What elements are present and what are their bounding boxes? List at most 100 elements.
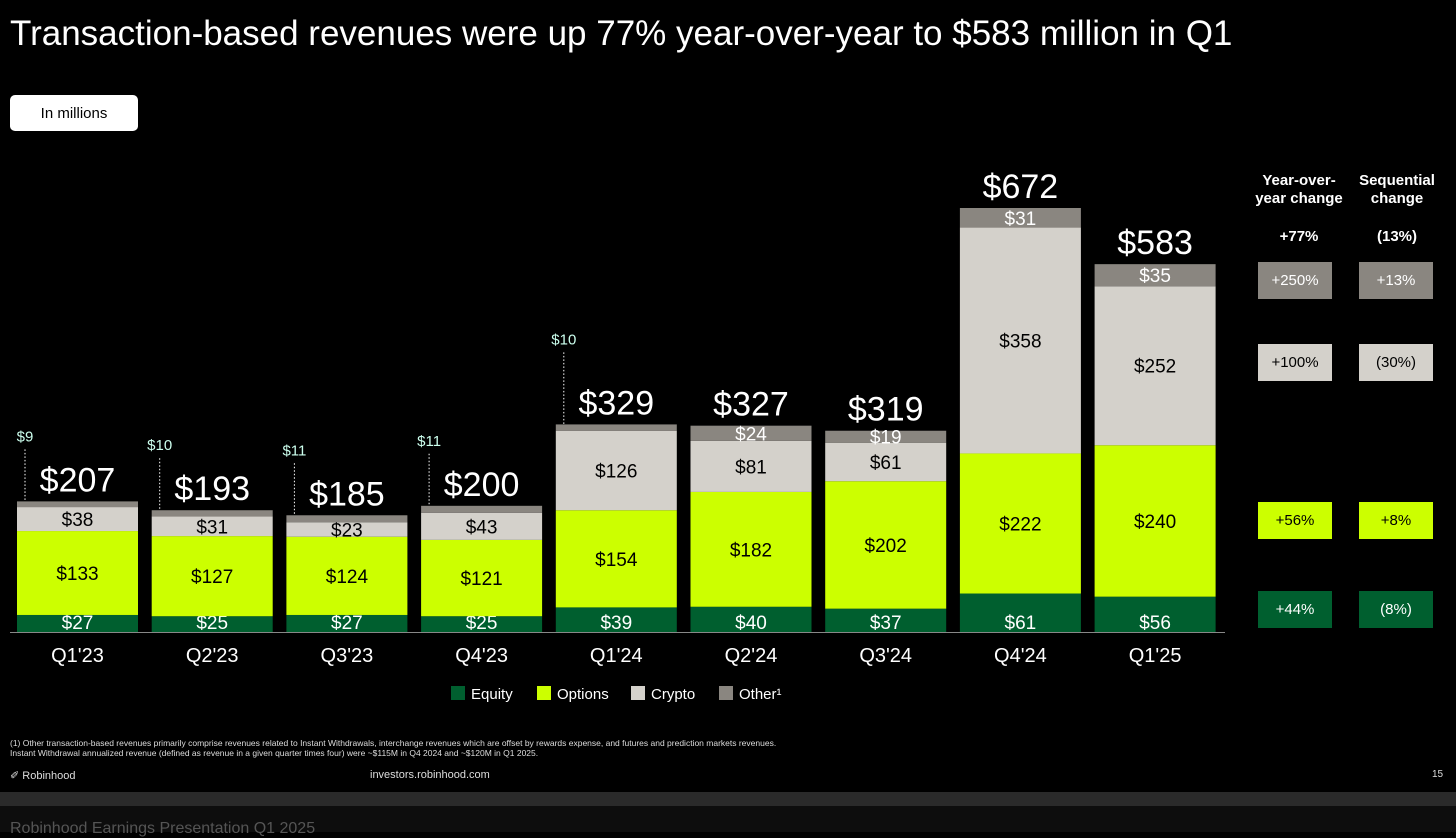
bar-options	[151, 536, 273, 617]
value-label: $39	[600, 613, 632, 634]
legend-swatch	[537, 686, 551, 700]
value-label: $31	[1005, 209, 1037, 230]
bar-crypto	[17, 507, 138, 532]
divider	[0, 792, 1456, 806]
bar-equity	[555, 607, 677, 632]
other-label: $9	[17, 428, 34, 445]
value-label: $127	[191, 567, 233, 588]
bar-crypto	[825, 442, 947, 482]
total-label: $583	[1117, 224, 1193, 262]
bar-equity	[825, 608, 947, 632]
value-label: $56	[1139, 613, 1171, 634]
total-label: $327	[713, 386, 789, 424]
x-tick-label: Q1'23	[51, 645, 104, 667]
total-label: $207	[40, 461, 116, 499]
x-tick-label: Q1'24	[590, 645, 643, 667]
bar-other	[17, 501, 138, 508]
x-tick-label: Q1'25	[1129, 645, 1182, 667]
bar-options	[421, 539, 543, 617]
value-label: $222	[999, 514, 1041, 535]
legend-swatch	[451, 686, 465, 700]
x-tick-label: Q4'23	[455, 645, 508, 667]
bar-options	[555, 510, 677, 608]
value-label: $121	[460, 569, 502, 590]
legend-swatch	[719, 686, 733, 700]
legend-label: Crypto	[651, 686, 695, 703]
value-label: $358	[999, 332, 1041, 353]
value-label: $61	[1005, 613, 1037, 634]
value-label: $38	[62, 510, 94, 531]
bar-equity	[421, 616, 543, 632]
legend-label: Equity	[471, 686, 513, 703]
seq-change-other: +13%	[1359, 262, 1433, 299]
bar-crypto	[555, 430, 677, 511]
bar-options	[959, 453, 1081, 594]
value-label: $37	[870, 613, 902, 634]
yoy-change-options: +56%	[1258, 502, 1332, 539]
value-label: $27	[62, 613, 94, 634]
stacked-bar-chart: $27$133$38$9$207Q1'23$25$127$31$10$193Q2…	[10, 168, 1225, 703]
x-tick-label: Q3'24	[859, 645, 912, 667]
seq-change-equity: (8%)	[1359, 591, 1433, 628]
bar-other	[421, 505, 543, 513]
bar-other	[959, 208, 1081, 228]
logo-text: Robinhood	[22, 770, 76, 782]
bar-equity	[690, 606, 812, 632]
total-label: $185	[309, 475, 385, 513]
legend-label: Other¹	[739, 686, 782, 703]
value-label: $24	[735, 424, 767, 445]
x-tick-label: Q2'24	[725, 645, 778, 667]
bar-crypto	[959, 227, 1081, 454]
bar-other	[690, 425, 812, 441]
bar-crypto	[690, 440, 812, 492]
bar-options	[286, 536, 408, 615]
unit-label: In millions	[10, 95, 138, 131]
value-label: $126	[595, 461, 637, 482]
other-label: $10	[147, 437, 172, 454]
total-label: $193	[174, 470, 250, 508]
value-label: $154	[595, 550, 638, 571]
presentation-caption: Robinhood Earnings Presentation Q1 2025	[10, 820, 316, 837]
bar-options	[1094, 445, 1216, 597]
footer-area	[0, 806, 1456, 832]
value-label: $27	[331, 613, 363, 634]
bar-other	[286, 515, 408, 523]
bar-options	[17, 531, 138, 615]
bar-equity	[286, 614, 408, 632]
value-label: $182	[730, 540, 772, 561]
bar-options	[825, 481, 947, 609]
value-label: $124	[326, 567, 369, 588]
value-label: $133	[56, 564, 98, 585]
total-label: $672	[983, 168, 1059, 206]
website-link[interactable]: investors.robinhood.com	[370, 769, 490, 781]
bar-other	[151, 510, 273, 517]
footnote: (1) Other transaction-based revenues pri…	[10, 738, 777, 758]
value-label: $35	[1139, 266, 1171, 287]
bar-other	[1094, 264, 1216, 287]
bar-other	[555, 424, 677, 431]
value-label: $252	[1134, 357, 1176, 378]
value-label: $240	[1134, 512, 1176, 533]
value-label: $25	[196, 613, 228, 634]
other-label: $10	[551, 331, 576, 348]
total-label: $319	[848, 391, 924, 429]
page-number: 15	[1432, 769, 1444, 780]
yoy-change-crypto: +100%	[1258, 344, 1332, 381]
seq-header: Sequential change	[1359, 172, 1435, 207]
value-label: $43	[466, 517, 498, 538]
seq-change-crypto: (30%)	[1359, 344, 1433, 381]
total-label: $200	[444, 466, 520, 504]
value-label: $31	[196, 517, 228, 538]
bar-crypto	[151, 516, 273, 537]
bar-options	[690, 491, 812, 607]
value-label: $19	[870, 428, 902, 449]
bar-crypto	[421, 512, 543, 540]
value-label: $23	[331, 520, 363, 541]
bar-equity	[17, 614, 138, 632]
bar-equity	[1094, 596, 1216, 632]
bar-equity	[959, 593, 1081, 632]
yoy-change-equity: +44%	[1258, 591, 1332, 628]
value-label: $81	[735, 457, 767, 478]
robinhood-logo: ✐ Robinhood	[10, 770, 76, 782]
x-tick-label: Q4'24	[994, 645, 1047, 667]
